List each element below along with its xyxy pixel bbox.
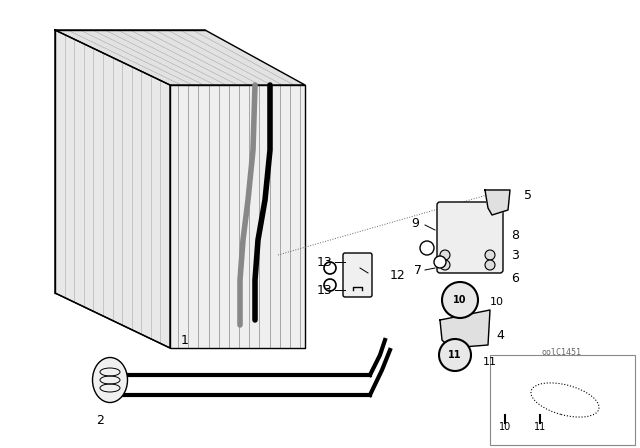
Text: 5: 5 xyxy=(524,189,532,202)
Text: 1: 1 xyxy=(181,333,189,346)
Circle shape xyxy=(440,250,450,260)
Circle shape xyxy=(485,250,495,260)
Text: 2: 2 xyxy=(96,414,104,426)
Text: 10: 10 xyxy=(453,295,467,305)
Text: 7: 7 xyxy=(414,263,422,276)
Polygon shape xyxy=(485,190,510,215)
Polygon shape xyxy=(170,85,305,348)
Text: 9: 9 xyxy=(411,216,419,229)
Circle shape xyxy=(434,256,446,268)
Circle shape xyxy=(485,260,495,270)
Circle shape xyxy=(324,262,336,274)
FancyBboxPatch shape xyxy=(437,202,503,273)
FancyBboxPatch shape xyxy=(343,253,372,297)
Circle shape xyxy=(442,282,478,318)
Circle shape xyxy=(439,339,471,371)
Text: 11: 11 xyxy=(534,422,546,432)
Circle shape xyxy=(420,241,434,255)
Text: 8: 8 xyxy=(511,228,519,241)
Text: 11: 11 xyxy=(448,350,461,360)
Text: 10: 10 xyxy=(490,297,504,307)
Circle shape xyxy=(324,279,336,291)
Text: 3: 3 xyxy=(511,249,519,262)
Polygon shape xyxy=(55,30,170,348)
Polygon shape xyxy=(440,310,490,348)
Text: 10: 10 xyxy=(499,422,511,432)
Text: 13: 13 xyxy=(317,255,333,268)
Text: 12: 12 xyxy=(390,268,406,281)
Text: 11: 11 xyxy=(483,357,497,367)
Text: 13: 13 xyxy=(317,284,333,297)
Text: 4: 4 xyxy=(496,328,504,341)
Circle shape xyxy=(440,260,450,270)
Text: 6: 6 xyxy=(511,271,519,284)
Polygon shape xyxy=(55,30,305,85)
Bar xyxy=(490,355,635,445)
Ellipse shape xyxy=(93,358,127,402)
Text: oolC1451: oolC1451 xyxy=(542,348,582,357)
